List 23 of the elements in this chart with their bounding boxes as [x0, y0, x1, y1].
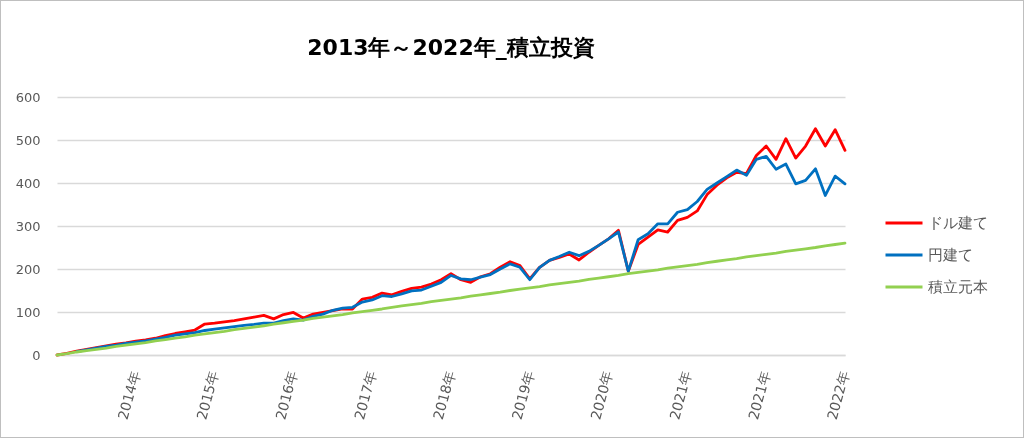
- x-tick-label: 2015年: [193, 369, 222, 422]
- y-tick-label: 600: [15, 89, 41, 105]
- y-tick-label: 200: [15, 261, 41, 277]
- line-series: [75, 154, 847, 353]
- legend-label: ドル建て: [928, 214, 988, 232]
- y-tick-label: 0: [32, 347, 41, 363]
- x-tick-label: 2021年: [745, 369, 774, 422]
- x-tick-label: 2017年: [351, 369, 380, 422]
- x-tick-label: 2018年: [429, 369, 459, 422]
- x-tick-label: 2016年: [272, 369, 301, 422]
- legend-label: 積立元本: [928, 278, 988, 296]
- x-tick-label: 2020年: [587, 369, 616, 422]
- x-tick-label: 2014年: [114, 369, 144, 422]
- legend-label: 円建て: [928, 246, 973, 264]
- y-tick-label: 400: [15, 175, 41, 191]
- y-tick-label: 300: [15, 218, 41, 234]
- y-tick-label: 500: [15, 132, 41, 148]
- chart-title: 2013年～2022年_積立投資: [307, 35, 595, 60]
- x-tick-label: 2021年: [666, 369, 695, 422]
- x-tick-label: 2019年: [508, 369, 538, 422]
- y-tick-label: 100: [15, 304, 41, 320]
- x-tick-label: 2022年: [823, 369, 853, 422]
- line-series: [55, 241, 847, 357]
